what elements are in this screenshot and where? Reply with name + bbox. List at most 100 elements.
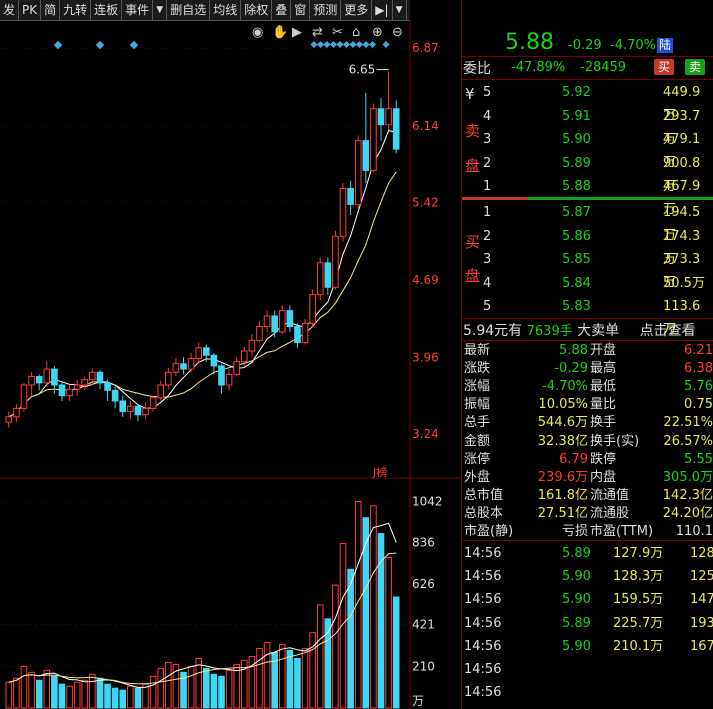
ask-level-price[interactable]: 5.90	[562, 132, 591, 147]
candle-body	[142, 407, 149, 416]
last-price: 5.88	[505, 30, 554, 55]
ask-level-num: 1	[483, 179, 492, 194]
buy-button[interactable]: 买	[654, 59, 675, 75]
volume-bar	[13, 677, 20, 709]
volume-tick-label: 1042	[412, 494, 443, 508]
toolbar-button-1[interactable]: PK	[19, 0, 42, 20]
volume-bar	[354, 500, 362, 709]
toolbar-button-2[interactable]: 简	[41, 0, 61, 20]
stat-label: 流通值	[590, 487, 630, 503]
chart-badge[interactable]: J榜	[372, 465, 387, 479]
chart-tool-icon[interactable]: ◉	[252, 25, 263, 40]
bid-level-num: 2	[483, 228, 492, 244]
high-price-label: 6.65	[349, 63, 376, 77]
chart-tool-icon[interactable]: ⌂	[352, 25, 360, 40]
chart-tool-icon[interactable]: ▶	[292, 25, 302, 40]
candle-body	[392, 108, 400, 150]
toolbar-button-10[interactable]: 叠	[272, 0, 292, 20]
stat-label: 市盈(静)	[464, 524, 514, 539]
candle-body	[301, 322, 309, 343]
chart-tool-icon[interactable]: ✂	[332, 25, 343, 40]
bid-level-num: 5	[483, 299, 492, 314]
bid-level-price[interactable]: 5.84	[562, 275, 591, 291]
toolbar-button-4[interactable]: 连板	[91, 0, 123, 20]
ask-level-price[interactable]: 5.92	[562, 85, 591, 100]
toolbar-button-9[interactable]: 除权	[241, 0, 273, 20]
volume-bar	[149, 675, 157, 709]
volume-bar	[347, 568, 354, 709]
toolbar-button-14[interactable]: ▶|	[372, 0, 393, 20]
sell-button[interactable]: 卖	[685, 59, 706, 75]
chart-tool-icon[interactable]: ✋	[272, 24, 288, 40]
candle-body	[332, 235, 339, 288]
ask-level-price[interactable]: 5.89	[562, 155, 591, 171]
candle-body	[263, 315, 271, 328]
toolbar-button-3[interactable]: 九转	[60, 0, 92, 20]
toolbar-button-13[interactable]: 更多	[341, 0, 373, 20]
candle-body	[339, 187, 347, 237]
divider	[462, 79, 713, 80]
stat-value: 5.55	[684, 451, 713, 467]
stat-value: 5.88	[559, 343, 588, 358]
stat-label: 金额	[464, 433, 491, 449]
candle-body	[362, 140, 370, 171]
candle-body	[180, 363, 187, 370]
vol-ma5-line	[8, 522, 397, 688]
ask-level-price[interactable]: 5.88	[562, 179, 591, 194]
stat-value: -4.70%	[542, 379, 588, 395]
bid-level-price[interactable]: 5.87	[562, 205, 591, 220]
ask-level-price[interactable]: 5.91	[562, 108, 591, 124]
big-order-link[interactable]: 点击查看	[639, 323, 696, 339]
stat-value: 亏损	[561, 524, 588, 539]
candle-body	[43, 368, 51, 384]
tick-volume: 225.7万	[613, 615, 664, 631]
event-marker-icon	[355, 40, 364, 49]
toolbar-button-7[interactable]: 删自选	[167, 0, 211, 20]
tick-price: 5.90	[562, 592, 591, 608]
toolbar-button-8[interactable]: 均线	[210, 0, 242, 20]
toolbar-button-5[interactable]: 事件	[122, 0, 154, 20]
volume-bar	[385, 556, 392, 709]
stat-value: 6.38	[684, 361, 713, 377]
chart-tool-icon[interactable]: ⇄	[312, 25, 323, 40]
volume-bar	[316, 604, 324, 709]
event-marker-icon	[329, 40, 338, 49]
volume-tick-label: 421	[412, 618, 435, 632]
stat-label: 总市值	[464, 487, 504, 503]
stat-label: 流通股	[590, 505, 630, 521]
volume-bar	[104, 683, 111, 709]
big-order-row[interactable]: 5.94元有 7639手 大卖单 点击查看	[463, 320, 696, 340]
candle-body	[5, 416, 13, 423]
bid-level-price[interactable]: 5.85	[562, 252, 591, 267]
toolbar-button-15[interactable]: ▼	[393, 0, 407, 20]
candle-body	[210, 354, 218, 367]
bid-level-volume: 194.5万	[663, 205, 701, 243]
stat-value: 5.76	[684, 379, 713, 395]
tick-price: 5.90	[562, 638, 591, 654]
chart-tool-icon[interactable]: ⊖	[392, 25, 403, 40]
toolbar-button-6[interactable]: ▼	[153, 0, 168, 20]
ask-side-label: 卖	[465, 122, 481, 140]
bid-level-price[interactable]: 5.86	[562, 228, 591, 244]
volume-bar	[28, 671, 35, 709]
bid-level-price[interactable]: 5.83	[562, 299, 591, 314]
candle-body	[157, 384, 165, 399]
event-marker-icon	[349, 40, 357, 49]
volume-bar	[81, 679, 89, 709]
volume-bar	[339, 543, 347, 709]
candle-body	[316, 262, 324, 296]
stat-label: 开盘	[590, 343, 617, 358]
kline-chart[interactable]: 6.87 6.14 5.42 4.69 3.96 3.24 1042 836 626 421 210…	[0, 20, 461, 709]
volume-bar	[240, 659, 248, 709]
chart-tool-icon[interactable]: ⊕	[372, 25, 383, 40]
event-marker-icon	[368, 40, 377, 49]
toolbar-button-11[interactable]: 窗	[291, 0, 311, 20]
tick-volume: 210.1万	[613, 638, 664, 654]
toolbar-button-12[interactable]: 预测	[310, 0, 342, 20]
volume-bar	[210, 673, 218, 709]
candle-body	[81, 379, 89, 386]
volume-tick-label: 万	[412, 694, 424, 708]
volume-bar	[225, 669, 233, 709]
toolbar-button-0[interactable]: 发	[0, 0, 20, 20]
volume-tick-label: 626	[412, 577, 435, 591]
